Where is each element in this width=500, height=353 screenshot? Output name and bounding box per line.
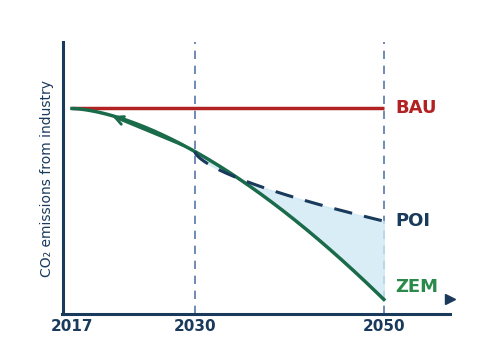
- Text: ZEM: ZEM: [395, 278, 438, 296]
- Text: POI: POI: [395, 212, 430, 230]
- Y-axis label: CO₂ emissions from industry: CO₂ emissions from industry: [40, 80, 54, 277]
- Text: BAU: BAU: [395, 100, 436, 118]
